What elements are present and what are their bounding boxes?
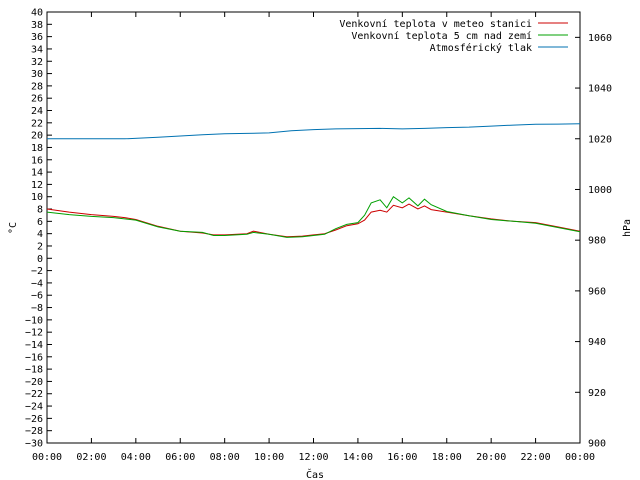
x-tick-label: 04:00 bbox=[121, 452, 151, 463]
y-left-tick-label: 12 bbox=[31, 180, 43, 191]
y-left-tick-label: 20 bbox=[31, 131, 43, 142]
y-left-tick-label: 34 bbox=[31, 44, 43, 55]
x-tick-label: 16:00 bbox=[387, 452, 417, 463]
legend: Venkovní teplota v meteo staniciVenkovní… bbox=[339, 18, 568, 54]
y-right-tick-label: 960 bbox=[588, 286, 606, 297]
y-left-tick-label: 8 bbox=[37, 205, 43, 216]
y-left-tick-label: 32 bbox=[31, 57, 43, 68]
y-left-tick-label: 28 bbox=[31, 81, 43, 92]
series-line-2 bbox=[46, 195, 581, 238]
y-left-tick-label: 18 bbox=[31, 143, 43, 154]
y-left-tick-label: 16 bbox=[31, 155, 43, 166]
y-right-tick-label: 1020 bbox=[588, 134, 612, 145]
x-tick-label: 14:00 bbox=[343, 452, 373, 463]
y-left-tick-label: −8 bbox=[31, 303, 43, 314]
y-left-tick-label: 10 bbox=[31, 192, 43, 203]
y-right-tick-label: 980 bbox=[588, 236, 606, 247]
x-tick-label: 20:00 bbox=[476, 452, 506, 463]
x-tick-label: 12:00 bbox=[298, 452, 328, 463]
y-left-tick-label: 24 bbox=[31, 106, 43, 117]
y-left-tick-label: 36 bbox=[31, 32, 43, 43]
y-left-tick-label: −26 bbox=[25, 414, 43, 425]
y-left-tick-label: −12 bbox=[25, 328, 43, 339]
y-left-tick-label: −14 bbox=[25, 340, 43, 351]
y-left-tick-label: 0 bbox=[37, 254, 43, 265]
plot-frame bbox=[46, 11, 581, 444]
x-tick-label: 08:00 bbox=[210, 452, 240, 463]
x-tick-label: 18:00 bbox=[432, 452, 462, 463]
y-left-tick-label: 4 bbox=[37, 229, 43, 240]
y-left-tick-label: −28 bbox=[25, 426, 43, 437]
y-left-tick-label: 14 bbox=[31, 168, 43, 179]
y-right-tick-label: 1040 bbox=[588, 84, 612, 95]
y-left-tick-label: 6 bbox=[37, 217, 43, 228]
y-axis-left-label: °C bbox=[8, 222, 19, 234]
y-right-tick-label: 1060 bbox=[588, 33, 612, 44]
x-tick-label: 00:00 bbox=[32, 452, 62, 463]
series-line-3 bbox=[47, 123, 581, 140]
y-left-tick-label: 22 bbox=[31, 118, 43, 129]
y-left-tick-label: −4 bbox=[31, 278, 43, 289]
series-layer bbox=[46, 123, 581, 238]
y-left-tick-label: −20 bbox=[25, 377, 43, 388]
y-right-tick-label: 1000 bbox=[588, 185, 612, 196]
axes: −30−28−26−24−22−20−18−16−14−12−10−8−6−4−… bbox=[25, 8, 612, 464]
y-axis-right-label: hPa bbox=[622, 219, 633, 237]
legend-label-2: Venkovní teplota 5 cm nad zemí bbox=[351, 30, 532, 42]
y-right-tick-label: 900 bbox=[588, 439, 606, 450]
y-left-tick-label: 40 bbox=[31, 8, 43, 19]
x-tick-label: 02:00 bbox=[76, 452, 106, 463]
legend-label-3: Atmosférický tlak bbox=[430, 42, 532, 54]
y-left-tick-label: −18 bbox=[25, 365, 43, 376]
y-left-tick-label: 26 bbox=[31, 94, 43, 105]
y-left-tick-label: 38 bbox=[31, 20, 43, 31]
x-axis-label: Čas bbox=[306, 468, 324, 480]
y-left-tick-label: −30 bbox=[25, 439, 43, 450]
y-left-tick-label: 2 bbox=[37, 241, 43, 252]
y-left-tick-label: 30 bbox=[31, 69, 43, 80]
y-left-tick-label: −16 bbox=[25, 352, 43, 363]
y-right-tick-label: 940 bbox=[588, 337, 606, 348]
x-tick-label: 06:00 bbox=[165, 452, 195, 463]
y-right-tick-label: 920 bbox=[588, 388, 606, 399]
y-left-tick-label: −2 bbox=[31, 266, 43, 277]
y-left-tick-label: −10 bbox=[25, 315, 43, 326]
x-tick-label: 10:00 bbox=[254, 452, 284, 463]
x-tick-label: 00:00 bbox=[565, 452, 595, 463]
y-left-tick-label: −24 bbox=[25, 402, 43, 413]
x-tick-label: 22:00 bbox=[521, 452, 551, 463]
legend-label-1: Venkovní teplota v meteo stanici bbox=[339, 18, 532, 30]
y-left-tick-label: −22 bbox=[25, 389, 43, 400]
y-left-tick-label: −6 bbox=[31, 291, 43, 302]
